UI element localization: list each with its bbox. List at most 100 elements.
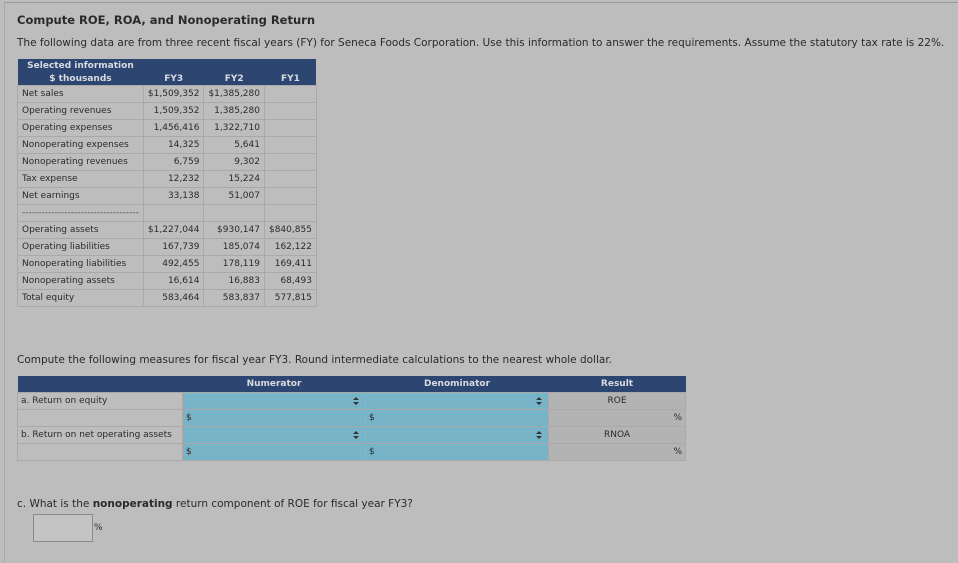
- question-text: c. What is the: [17, 498, 90, 510]
- column-header: FY3: [143, 72, 204, 86]
- cell-value: 1,509,352: [142, 102, 205, 120]
- table-row: $ $%: [17, 443, 686, 461]
- table-row: Net sales $1,509,352 $1,385,280: [17, 85, 317, 103]
- row-label: Total equity: [17, 289, 144, 307]
- row-label: Nonoperating expenses: [17, 136, 144, 154]
- table-header: $ thousands: [17, 72, 144, 86]
- cell-value: $1,509,352: [142, 85, 205, 103]
- cell-value: [203, 204, 265, 222]
- cell-value: [263, 204, 317, 222]
- table-row: Operating revenues 1,509,352 1,385,280: [17, 102, 317, 120]
- table-body: Net sales $1,509,352 $1,385,280 Operating r…: [17, 85, 317, 307]
- amount-input[interactable]: $: [365, 409, 549, 427]
- amount-input[interactable]: $: [182, 409, 366, 427]
- intro: The following data are from three recent…: [17, 37, 945, 49]
- cell-value: 16,614: [142, 272, 205, 290]
- cell-value: 169,411: [263, 255, 317, 273]
- row-label: b. Return on net operating assets: [17, 426, 183, 444]
- table-body: a. Return on equity ROE $ $% b. Return on ne…: [17, 392, 686, 461]
- cell-value: 178,119: [203, 255, 265, 273]
- cell-value: 162,122: [263, 238, 317, 256]
- cell-value: 14,325: [142, 136, 205, 154]
- cell-value: 1,456,416: [142, 119, 205, 137]
- table-row: Tax expense 12,232 15,224: [17, 170, 317, 188]
- cell-value: 583,837: [203, 289, 265, 307]
- column-header: Numerator: [182, 376, 366, 393]
- cell-value: 577,815: [263, 289, 317, 307]
- table-row: ------------------------------------: [17, 204, 317, 222]
- question: c. What is the nonoperating return compo…: [17, 498, 413, 510]
- row-label: Net earnings: [17, 187, 144, 205]
- table-row: b. Return on net operating assets RNOA: [17, 426, 686, 444]
- cell-value: 9,302: [203, 153, 265, 171]
- question-bold: nonoperating: [92, 498, 173, 510]
- dropdown[interactable]: [182, 426, 366, 444]
- result-label: RNOA: [548, 426, 686, 444]
- instruction: Compute the following measures for fisca…: [17, 354, 613, 366]
- cell-value: [263, 102, 317, 120]
- table-header: Selected information: [17, 59, 144, 72]
- cell-value: [263, 170, 317, 188]
- column-header: FY1: [264, 72, 317, 86]
- question-text: return component of ROE for fiscal year …: [175, 498, 413, 510]
- cell-value: $840,855: [263, 221, 317, 239]
- cell-value: [263, 85, 317, 103]
- cell-value: 15,224: [203, 170, 265, 188]
- column-header: Result: [548, 376, 686, 393]
- measures-table: Numerator Denominator Result a. Return o…: [17, 376, 686, 461]
- table-row: Operating assets $1,227,044 $930,147 $840,8…: [17, 221, 317, 239]
- row-label: Operating revenues: [17, 102, 144, 120]
- row-label: Net sales: [17, 85, 144, 103]
- cell-value: 68,493: [263, 272, 317, 290]
- cell-value: [263, 136, 317, 154]
- cell-value: 1,322,710: [203, 119, 265, 137]
- row-label: Nonoperating liabilities: [17, 255, 144, 273]
- dropdown-arrow: [353, 431, 359, 439]
- dropdown[interactable]: [365, 426, 549, 444]
- row-label: Operating assets: [17, 221, 144, 239]
- table-row: Operating expenses 1,456,416 1,322,710: [17, 119, 317, 137]
- row-label: Operating expenses: [17, 119, 144, 137]
- result-input[interactable]: %: [548, 443, 686, 461]
- table-row: Nonoperating expenses 14,325 5,641: [17, 136, 317, 154]
- table-row: Net earnings 33,138 51,007: [17, 187, 317, 205]
- dropdown[interactable]: [182, 392, 366, 410]
- result-label: ROE: [548, 392, 686, 410]
- row-label: a. Return on equity: [17, 392, 183, 410]
- cell-value: 12,232: [142, 170, 205, 188]
- cell-value: 167,739: [142, 238, 205, 256]
- row-label: Nonoperating assets: [17, 272, 144, 290]
- row-label: Nonoperating revenues: [17, 153, 144, 171]
- data-table: Selected information $ thousands FY3 FY2…: [17, 59, 317, 307]
- cell-value: 33,138: [142, 187, 205, 205]
- amount-input[interactable]: $: [182, 443, 366, 461]
- table-row: a. Return on equity ROE: [17, 392, 686, 410]
- empty-cell: [17, 443, 183, 461]
- result-input[interactable]: %: [548, 409, 686, 427]
- table-row: Nonoperating revenues 6,759 9,302: [17, 153, 317, 171]
- cell-value: $1,227,044: [142, 221, 205, 239]
- table-row: $ $%: [17, 409, 686, 427]
- cell-value: 1,385,280: [203, 102, 265, 120]
- answer-input[interactable]: [33, 514, 93, 542]
- dropdown[interactable]: [365, 392, 549, 410]
- cell-value: 5,641: [203, 136, 265, 154]
- unit: %: [94, 523, 103, 533]
- panel: [4, 2, 958, 563]
- cell-value: $930,147: [203, 221, 265, 239]
- column-header: Denominator: [365, 376, 549, 393]
- empty-cell: [17, 409, 183, 427]
- amount-input[interactable]: $: [365, 443, 549, 461]
- cell-value: [263, 187, 317, 205]
- table-row: Nonoperating liabilities 492,455 178,119 16…: [17, 255, 317, 273]
- row-label: Tax expense: [17, 170, 144, 188]
- dropdown-arrow: [536, 431, 542, 439]
- cell-value: [142, 204, 205, 222]
- cell-value: 185,074: [203, 238, 265, 256]
- table-row: Total equity 583,464 583,837 577,815: [17, 289, 317, 307]
- cell-value: 51,007: [203, 187, 265, 205]
- row-label: Operating liabilities: [17, 238, 144, 256]
- dropdown-arrow: [536, 397, 542, 405]
- cell-value: 492,455: [142, 255, 205, 273]
